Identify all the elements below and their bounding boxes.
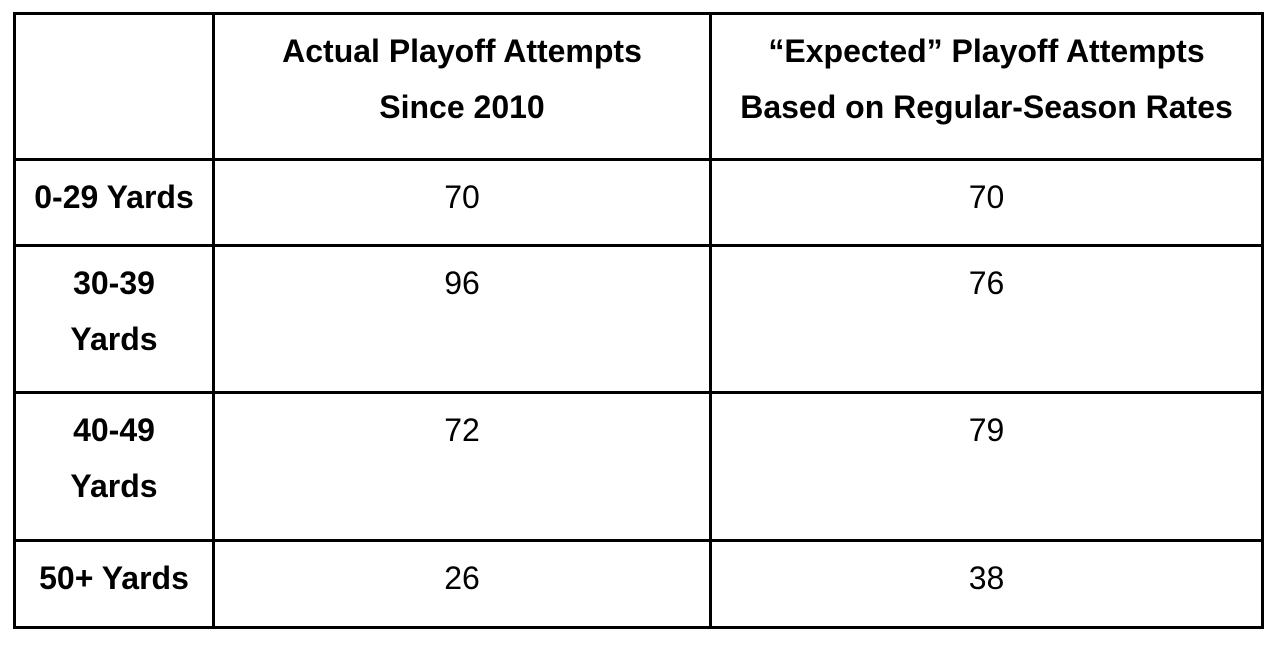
table-row-40-49-yards: 40-49 Yards 72 79 xyxy=(13,391,1264,542)
row-label-0-29: 0-29 Yards xyxy=(13,158,215,247)
row-label-50-plus: 50+ Yards xyxy=(13,539,215,629)
cell-expected-50-plus: 38 xyxy=(709,539,1264,629)
cell-expected-30-39: 76 xyxy=(709,244,1264,394)
playoff-attempts-table: Actual Playoff Attempts Since 2010 “Expe… xyxy=(13,12,1264,629)
cell-actual-0-29: 70 xyxy=(212,158,712,247)
table-row-0-29-yards: 0-29 Yards 70 70 xyxy=(13,158,1264,247)
cell-expected-0-29: 70 xyxy=(709,158,1264,247)
row-label-40-49: 40-49 Yards xyxy=(13,391,215,542)
table-row-30-39-yards: 30-39 Yards 96 76 xyxy=(13,244,1264,394)
header-row: Actual Playoff Attempts Since 2010 “Expe… xyxy=(13,12,1264,161)
table-row-50-plus-yards: 50+ Yards 26 38 xyxy=(13,539,1264,629)
cell-actual-40-49: 72 xyxy=(212,391,712,542)
column-header-expected: “Expected” Playoff Attempts Based on Reg… xyxy=(709,12,1264,161)
cell-expected-40-49: 79 xyxy=(709,391,1264,542)
cell-actual-50-plus: 26 xyxy=(212,539,712,629)
column-header-actual: Actual Playoff Attempts Since 2010 xyxy=(212,12,712,161)
corner-cell xyxy=(13,12,215,161)
row-label-30-39: 30-39 Yards xyxy=(13,244,215,394)
cell-actual-30-39: 96 xyxy=(212,244,712,394)
